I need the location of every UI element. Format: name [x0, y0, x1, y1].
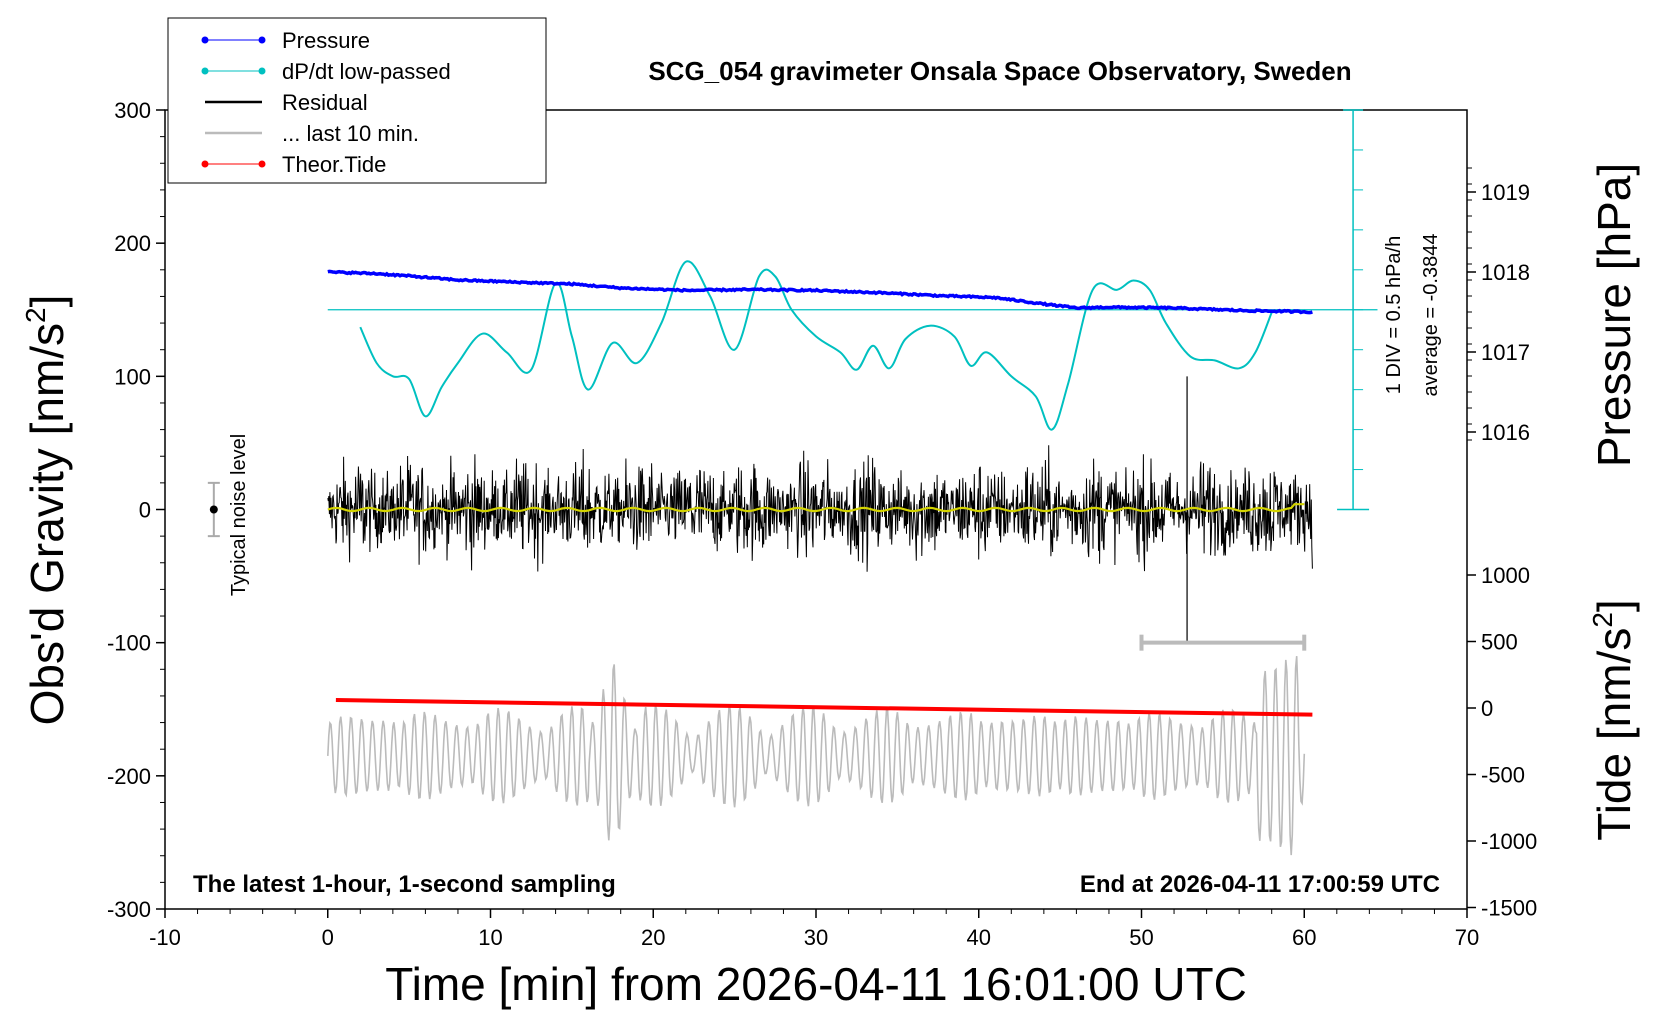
x-tick-label: 0 — [322, 925, 334, 950]
legend-swatch-marker — [201, 67, 209, 75]
y-tick-label: 200 — [114, 231, 151, 256]
legend: Pressure dP/dt low-passed Residual ... last… — [167, 17, 547, 184]
low-passed-residual-line — [327, 503, 1305, 513]
pressure-tick-label: 1019 — [1481, 180, 1530, 205]
pressure-tick-label: 1016 — [1481, 420, 1530, 445]
footer-end-time: End at 2026-04-11 17:00:59 UTC — [1080, 871, 1440, 898]
tide-tick-label: 500 — [1481, 630, 1518, 655]
pressure-tick-label: 1018 — [1481, 260, 1530, 285]
tide-axis-label-close: ] — [1588, 599, 1640, 612]
legend-entry-label: Theor.Tide — [282, 152, 386, 177]
x-tick-label: 60 — [1292, 925, 1316, 950]
tide-axis-label-text: Tide [nm/s — [1588, 628, 1640, 841]
x-tick-label: 50 — [1129, 925, 1153, 950]
footer-sampling-note: The latest 1-hour, 1-second sampling — [193, 871, 616, 898]
x-tick-label: 70 — [1455, 925, 1479, 950]
dpdt-average-label: average = -0.3844 — [1420, 234, 1442, 397]
y-tick-label: -300 — [107, 897, 151, 922]
tide-tick-label: -1000 — [1481, 829, 1537, 854]
x-tick-label: 40 — [967, 925, 991, 950]
dpdt-line — [359, 260, 1273, 431]
legend-entries: Pressure dP/dt low-passed Residual ... last… — [201, 28, 451, 177]
theoretical-tide-series — [335, 698, 1313, 717]
tide-axis-label: Tide [nm/s2] — [1587, 599, 1640, 840]
legend-swatch-marker — [201, 36, 209, 44]
x-axis-ticks: -10 0 10 20 30 40 50 60 70 — [149, 909, 1479, 950]
tide-tick-label: 0 — [1481, 696, 1493, 721]
x-tick-label: 30 — [804, 925, 828, 950]
x-tick-label: 10 — [478, 925, 502, 950]
pressure-tick-label: 1017 — [1481, 340, 1530, 365]
noise-level-label: Typical noise level — [228, 434, 250, 596]
y-tick-label: 100 — [114, 364, 151, 389]
noise-bar-marker — [209, 505, 218, 514]
tide-tick-label: -500 — [1481, 763, 1525, 788]
tide-tick-label: 1000 — [1481, 563, 1530, 588]
legend-entry-label: Residual — [282, 90, 368, 115]
legend-entry-label: dP/dt low-passed — [282, 59, 451, 84]
tide-axis-ticks: 1000 500 0 -500 -1000 -1500 — [1467, 563, 1537, 921]
y-axis-label-text: Obs'd Gravity [nm/s — [21, 323, 73, 725]
legend-entry-label: ... last 10 min. — [282, 121, 419, 146]
chart-title: SCG_054 gravimeter Onsala Space Observat… — [648, 56, 1351, 86]
last-10-min-line — [327, 656, 1306, 856]
y-tick-label: -100 — [107, 631, 151, 656]
y-axis-label-close: ] — [21, 295, 73, 308]
legend-swatch-marker — [201, 160, 209, 168]
dpdt-scale-label: 1 DIV = 0.5 hPa/h — [1383, 236, 1405, 394]
pressure-line — [327, 269, 1313, 315]
y-tick-label: 300 — [114, 98, 151, 123]
tide-line — [335, 698, 1313, 717]
legend-swatch-marker — [258, 36, 266, 44]
low-passed-residual-series — [327, 503, 1305, 513]
pressure-series — [327, 269, 1313, 315]
pressure-axis-ticks: 1019 1018 1017 1016 — [1467, 167, 1530, 445]
last-10-min-series — [327, 656, 1306, 856]
pressure-axis-label: Pressure [hPa] — [1588, 163, 1640, 467]
x-axis-label: Time [min] from 2026-04-11 16:01:00 UTC — [385, 958, 1247, 1010]
legend-entry-label: Pressure — [282, 28, 370, 53]
y-axis-label: Obs'd Gravity [nm/s2] — [20, 295, 73, 726]
y-tick-label: -200 — [107, 764, 151, 789]
x-tick-label: 20 — [641, 925, 665, 950]
auxiliary-marks — [207, 481, 1307, 651]
y-tick-label: 0 — [139, 498, 151, 523]
residual-line — [327, 445, 1313, 572]
legend-box — [167, 17, 547, 184]
legend-swatch-marker — [258, 67, 266, 75]
x-tick-label: -10 — [149, 925, 181, 950]
y-axis-label-sup: 2 — [20, 307, 51, 323]
residual-series — [327, 376, 1313, 643]
tide-axis-label-sup: 2 — [1587, 612, 1618, 628]
tide-tick-label: -1500 — [1481, 896, 1537, 921]
legend-swatch-marker — [258, 160, 266, 168]
y-axis-ticks: 300 200 100 0 -100 -200 -300 — [107, 98, 165, 922]
